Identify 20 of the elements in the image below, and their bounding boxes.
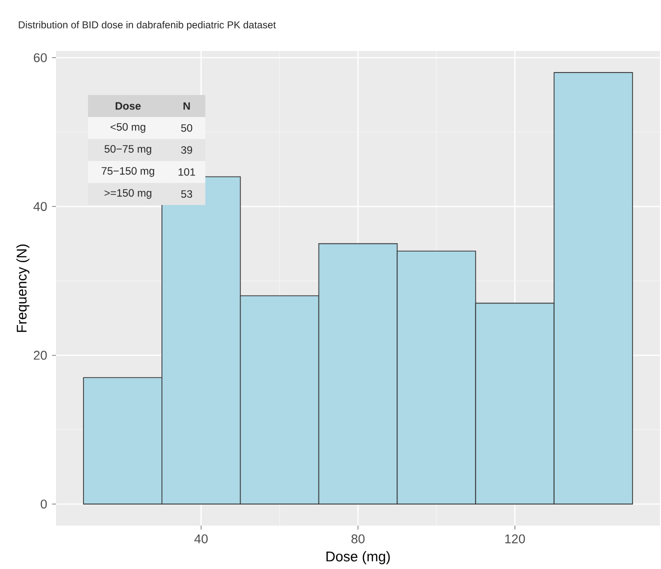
annotation: Dose [116,102,141,110]
annotation: >=150 mg [104,189,152,199]
x-tick-label: 80 [352,534,365,544]
x-tick-label: 120 [505,534,525,544]
annotation: 39 [181,146,192,154]
chart-title: Distribution of BID dose in dabrafenib pediatric PK dataset [18,21,276,31]
annotation: 50 [181,124,192,132]
x-axis-title: Dose (mg) [326,551,390,564]
annotation: 101 [178,168,196,176]
annotation: <50 mg [110,123,146,133]
y-tick-label: 40 [34,202,47,212]
y-tick-label: 0 [40,500,47,509]
annotation: 53 [181,190,192,198]
annotation: N [184,102,190,110]
y-axis-title: Frequency (N) [16,244,30,332]
annotation: 50−75 mg [104,145,152,155]
annotation: 75−150 mg [102,167,154,177]
y-tick-label: 20 [34,350,47,360]
y-tick-label: 60 [34,53,47,62]
x-tick-label: 40 [194,534,208,544]
